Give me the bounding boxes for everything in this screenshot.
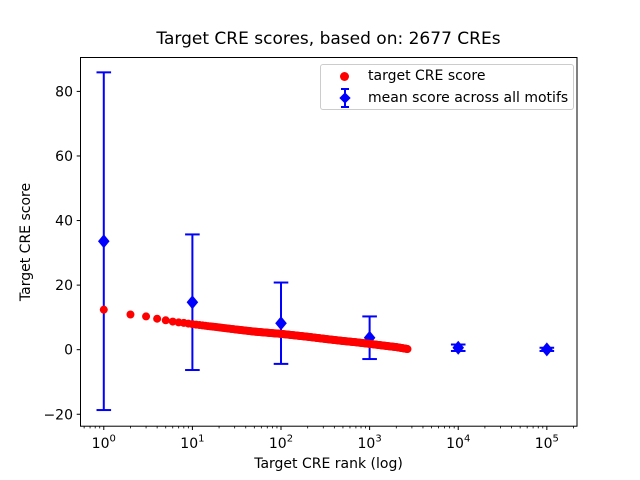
diamond-errorbar-marker-icon bbox=[338, 87, 352, 108]
legend-item-mean: mean score across all motifs bbox=[321, 87, 573, 108]
legend-marker-col bbox=[321, 71, 368, 81]
y-tick-label: 0 bbox=[64, 343, 73, 359]
chart-title: Target CRE scores, based on: 2677 CREs bbox=[156, 29, 501, 49]
circle-marker-icon bbox=[340, 71, 349, 81]
legend-item-target: target CRE score bbox=[321, 66, 573, 86]
x-axis-label: Target CRE rank (log) bbox=[254, 456, 403, 472]
diamond-icon bbox=[338, 91, 351, 104]
errorbar-cap bbox=[340, 87, 349, 90]
y-tick-label: −20 bbox=[43, 407, 73, 423]
target-score-point bbox=[153, 314, 162, 323]
target-score-point bbox=[161, 316, 170, 325]
mean-diamond-point bbox=[97, 234, 110, 249]
target-score-point bbox=[403, 345, 412, 354]
x-tick-label: 100 bbox=[92, 434, 116, 453]
x-tick-label: 103 bbox=[358, 434, 382, 453]
plot-border bbox=[80, 57, 578, 427]
mean-diamond-point bbox=[275, 316, 287, 331]
mean-diamond-point bbox=[541, 342, 553, 357]
y-tick-label: 60 bbox=[55, 149, 73, 165]
legend-label: target CRE score bbox=[368, 68, 486, 85]
x-tick-label: 101 bbox=[180, 434, 204, 453]
target-score-point bbox=[99, 305, 108, 314]
errorbar-cap bbox=[340, 105, 349, 108]
target-score-point bbox=[142, 312, 151, 321]
legend-label: mean score across all motifs bbox=[368, 89, 569, 106]
mean-diamond-point bbox=[452, 340, 465, 355]
target-score-point bbox=[126, 310, 135, 319]
y-tick-label: 80 bbox=[55, 84, 73, 100]
x-tick-label: 104 bbox=[446, 434, 470, 453]
y-axis-label: Target CRE score bbox=[18, 182, 34, 302]
mean-diamond-point bbox=[186, 295, 199, 310]
target-score-point bbox=[168, 317, 177, 326]
y-tick-label: 40 bbox=[55, 214, 73, 230]
x-tick-label: 102 bbox=[269, 434, 293, 453]
y-tick-label: 20 bbox=[55, 278, 73, 294]
x-tick-label: 105 bbox=[535, 434, 559, 453]
legend-marker-col bbox=[321, 87, 368, 108]
legend: target CRE score mean score across all m… bbox=[320, 64, 574, 110]
